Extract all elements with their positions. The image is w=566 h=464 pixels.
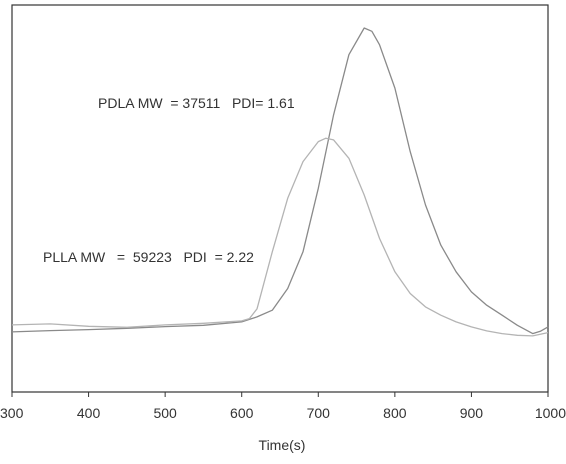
x-tick-label: 900 bbox=[460, 405, 484, 421]
x-tick-label: 800 bbox=[383, 405, 407, 421]
annotation-pdla: PDLA MW = 37511 PDI= 1.61 bbox=[98, 95, 295, 111]
x-tick-label: 500 bbox=[153, 405, 177, 421]
x-tick-label: 300 bbox=[0, 405, 24, 421]
series-layer bbox=[11, 27, 549, 337]
annotations: PDLA MW = 37511 PDI= 1.61 PLLA MW = 59223… bbox=[43, 95, 295, 265]
x-tick-label: 700 bbox=[307, 405, 331, 421]
x-tick-label: 600 bbox=[230, 405, 254, 421]
x-tick-label: 1000 bbox=[535, 405, 566, 421]
x-tick-label: 400 bbox=[77, 405, 101, 421]
x-axis-label: Time(s) bbox=[259, 437, 306, 453]
series-line-2 bbox=[11, 137, 549, 337]
annotation-plla: PLLA MW = 59223 PDI = 2.22 bbox=[43, 249, 254, 265]
series-line-1 bbox=[11, 27, 549, 335]
x-axis-ticks: 300 400 500 600 700 800 900 1000 bbox=[0, 392, 566, 421]
plot-border bbox=[11, 4, 549, 393]
plot-frame bbox=[11, 4, 549, 393]
